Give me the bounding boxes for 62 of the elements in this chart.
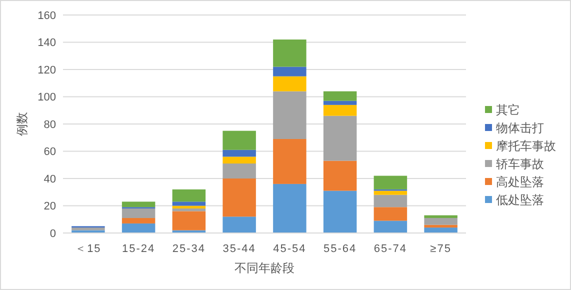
- bar: [122, 202, 156, 208]
- y-tick-label: 40: [44, 173, 56, 186]
- legend-label: 摩托车事故: [496, 139, 556, 154]
- y-tick-label: 20: [44, 200, 56, 213]
- bar: [424, 228, 458, 233]
- bar: [273, 40, 306, 67]
- bar: [172, 189, 206, 202]
- bar: [122, 218, 156, 224]
- bar: [222, 216, 256, 233]
- x-tick-label: 15-24: [122, 242, 156, 255]
- bar: [172, 202, 206, 206]
- bar: [323, 160, 357, 191]
- bar: [374, 176, 408, 190]
- legend-label: 高处坠落: [496, 175, 544, 190]
- bar: [374, 220, 408, 233]
- bar: [122, 223, 156, 233]
- bar: [222, 156, 256, 164]
- y-tick-label: 160: [38, 10, 56, 22]
- y-tick-label: 120: [38, 64, 56, 76]
- bar: [323, 100, 357, 105]
- bar: [424, 218, 458, 225]
- x-tick-label: 45-54: [273, 242, 306, 255]
- x-axis-title: 不同年龄段: [234, 261, 294, 275]
- bar: [172, 211, 206, 230]
- y-tick-label: 80: [44, 118, 56, 131]
- bar: [374, 190, 408, 195]
- bar: [222, 178, 256, 217]
- bar: [323, 116, 357, 161]
- y-axis-title: 例数: [15, 112, 29, 136]
- bar: [374, 207, 408, 221]
- x-tick-label: 25-34: [172, 242, 206, 255]
- bar: [273, 138, 306, 184]
- bar: [374, 194, 408, 208]
- bar: [72, 228, 105, 230]
- y-tick-label: 0: [50, 228, 56, 240]
- legend-label: 物体击打: [496, 121, 544, 136]
- legend-label: 低处坠落: [496, 193, 544, 208]
- x-tick-label: ≥75: [430, 242, 452, 255]
- legend-label: 轿车事故: [496, 157, 544, 172]
- bar: [273, 66, 306, 76]
- bar: [273, 76, 306, 92]
- bar: [323, 190, 357, 233]
- x-tick-label: 65-74: [374, 242, 408, 255]
- bar: [323, 91, 357, 101]
- x-tick-label: 55-64: [323, 242, 357, 255]
- bar: [424, 224, 458, 228]
- bar: [172, 206, 206, 208]
- bar: [222, 150, 256, 157]
- y-tick-label: 60: [44, 146, 56, 158]
- legend-label: 其它: [496, 103, 520, 118]
- bar: [222, 130, 256, 150]
- bar: [172, 208, 206, 212]
- bar: [323, 104, 357, 116]
- y-tick-label: 100: [38, 92, 56, 104]
- x-tick-label: 35-44: [222, 242, 256, 255]
- bar: [222, 164, 256, 178]
- bar: [424, 215, 458, 218]
- y-tick-label: 140: [38, 37, 56, 50]
- bar: [273, 184, 306, 233]
- x-tick-label: ＜15: [75, 242, 102, 255]
- bar: [273, 91, 306, 139]
- bar: [122, 208, 156, 218]
